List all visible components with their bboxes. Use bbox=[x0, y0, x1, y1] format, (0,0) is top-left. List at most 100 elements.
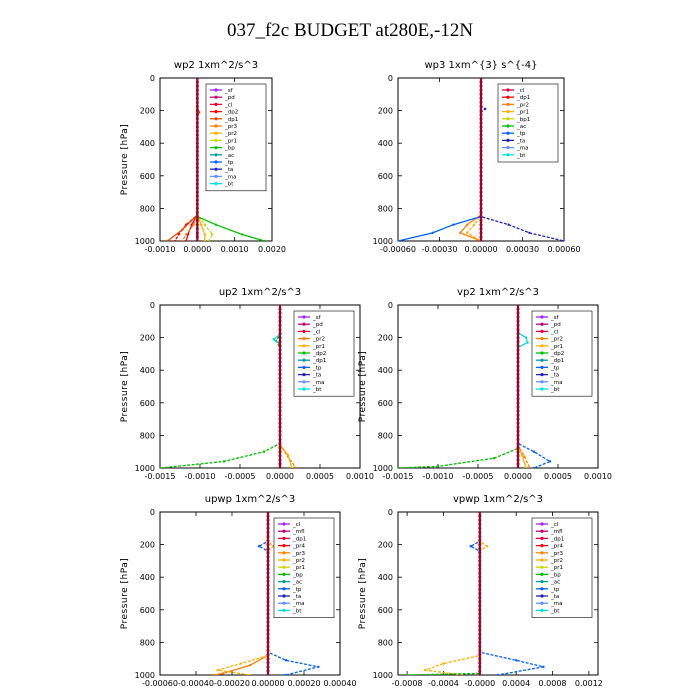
legend-marker bbox=[214, 160, 218, 164]
legend-label: _pr2 bbox=[550, 558, 563, 564]
subplot-title: wp2 1xm^2/s^3 bbox=[174, 60, 258, 71]
series-line-dp1 bbox=[167, 78, 200, 241]
legend-marker bbox=[214, 117, 218, 121]
legend-label: _pr2 bbox=[550, 337, 563, 343]
y-tick-label: 400 bbox=[140, 573, 155, 582]
legend-label: _dp2 bbox=[550, 351, 564, 357]
legend-marker bbox=[282, 608, 286, 613]
legend-label: _pr1 bbox=[550, 565, 563, 571]
series-point bbox=[436, 465, 440, 468]
legend-marker bbox=[214, 174, 218, 178]
legend-label: _bp bbox=[550, 572, 561, 578]
legend-label: _cl bbox=[516, 88, 525, 94]
y-tick-label: 200 bbox=[378, 107, 393, 116]
legend-marker bbox=[506, 88, 510, 92]
y-tick-label: 1000 bbox=[373, 671, 393, 680]
series-group bbox=[160, 305, 298, 468]
series-line-dp2 bbox=[174, 78, 198, 241]
legend-label: _dp2 bbox=[312, 351, 326, 357]
x-tick-label: 0.00000 bbox=[251, 679, 284, 688]
series-point bbox=[284, 673, 288, 675]
series-point bbox=[290, 466, 294, 468]
series-point bbox=[184, 239, 188, 241]
legend-label: _pr4 bbox=[292, 544, 306, 550]
series-point bbox=[248, 664, 252, 667]
series-point bbox=[431, 231, 434, 235]
legend-marker bbox=[282, 594, 286, 598]
y-tick-label: 1000 bbox=[135, 464, 155, 473]
y-tick-label: 1000 bbox=[373, 237, 393, 246]
legend-label: _tp bbox=[224, 160, 234, 166]
legend-marker bbox=[214, 124, 218, 128]
x-tick-label: 0.0005 bbox=[544, 472, 572, 481]
y-axis-label: Pressure [hPa] bbox=[358, 558, 368, 630]
series-point bbox=[222, 460, 226, 463]
legend-marker bbox=[540, 365, 544, 369]
legend-label: _bt bbox=[550, 387, 560, 393]
legend: _sf_pd_cl _dp2_dp1_pr3_pr2_pr1 _bp_ac_tp_t… bbox=[205, 83, 267, 192]
y-axis-label: Pressure [hPa] bbox=[120, 351, 130, 423]
legend-label: _ac bbox=[292, 580, 302, 586]
legend-marker bbox=[214, 110, 218, 114]
legend-marker bbox=[214, 131, 218, 135]
series-point bbox=[263, 239, 266, 241]
legend-marker bbox=[540, 558, 544, 562]
series-point bbox=[286, 453, 290, 457]
legend-label: _pr3 bbox=[292, 551, 306, 557]
legend-label: _pd bbox=[312, 322, 323, 328]
subplot-1: wp2 1xm^2/s^3 0 200 400 600 800 1000-0.0010 0.0… bbox=[120, 60, 286, 254]
series-point bbox=[507, 223, 510, 226]
series-point bbox=[181, 228, 184, 231]
series-point bbox=[272, 338, 275, 341]
legend-label: _pr3 bbox=[224, 124, 238, 130]
legend-label: _tp bbox=[312, 365, 322, 371]
y-tick-label: 1000 bbox=[135, 237, 155, 246]
y-tick-label: 1000 bbox=[135, 671, 155, 680]
series-point bbox=[262, 450, 266, 453]
subplot-title: up2 1xm^2/s^3 bbox=[219, 287, 301, 298]
series-point bbox=[173, 239, 177, 241]
plot-frame bbox=[159, 304, 361, 469]
legend-label: _tp bbox=[516, 131, 526, 137]
x-tick-label: 0.0008 bbox=[539, 679, 567, 688]
series-line-bp bbox=[407, 512, 481, 675]
legend-marker bbox=[540, 351, 544, 355]
legend-label: _pr3 bbox=[550, 551, 564, 557]
x-tick-label: 0.00060 bbox=[547, 245, 580, 254]
legend-marker bbox=[214, 153, 218, 157]
series-point bbox=[181, 239, 184, 241]
legend-marker bbox=[506, 138, 510, 142]
x-tick-label: 0.0000 bbox=[183, 245, 211, 254]
y-tick-label: 0 bbox=[388, 74, 393, 83]
legend-marker bbox=[540, 329, 544, 333]
legend-label: _cl bbox=[550, 522, 559, 528]
legend-marker bbox=[540, 594, 544, 598]
y-tick-label: 400 bbox=[378, 366, 393, 375]
legend-label: _bt bbox=[292, 608, 302, 614]
subplot-title: vpwp 1xm^2/s^3 bbox=[453, 494, 543, 505]
x-tick-label: 0.0000 bbox=[266, 472, 294, 481]
x-tick-label: 0.00000 bbox=[464, 245, 497, 254]
legend-label: _bp bbox=[224, 146, 235, 152]
legend-marker bbox=[540, 387, 544, 391]
legend-marker bbox=[540, 536, 544, 541]
legend-marker bbox=[302, 365, 306, 369]
series-point bbox=[514, 659, 518, 662]
y-tick-label: 600 bbox=[378, 399, 393, 408]
legend: _cl_mfl_dp1_pr4_pr3_pr2_pr1_bp_ac_tp_ta_… bbox=[273, 517, 335, 618]
legend-label: _pr4 bbox=[550, 544, 564, 550]
y-tick-label: 400 bbox=[140, 139, 155, 148]
legend: _cl_mfl_dp1_pr4_pr3_pr2_pr1_bp_ac_tp_ta_… bbox=[531, 517, 593, 618]
series-point bbox=[257, 545, 261, 548]
y-tick-label: 800 bbox=[378, 204, 393, 213]
subplot-3: up2 1xm^2/s^3 0 200 400 600 800 1000-0.0015 -0.… bbox=[120, 287, 374, 481]
series-point bbox=[177, 233, 180, 236]
subplot-title: upwp 1xm^2/s^3 bbox=[205, 494, 295, 505]
series-group bbox=[398, 305, 552, 468]
y-tick-label: 0 bbox=[388, 508, 393, 517]
series-point bbox=[548, 460, 552, 463]
x-tick-label: -0.0015 bbox=[383, 472, 414, 481]
y-tick-label: 600 bbox=[140, 172, 155, 181]
legend-label: _pr2 bbox=[224, 131, 237, 137]
legend-marker bbox=[540, 601, 544, 605]
